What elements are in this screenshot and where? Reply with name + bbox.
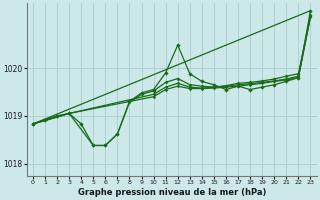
X-axis label: Graphe pression niveau de la mer (hPa): Graphe pression niveau de la mer (hPa) xyxy=(77,188,266,197)
